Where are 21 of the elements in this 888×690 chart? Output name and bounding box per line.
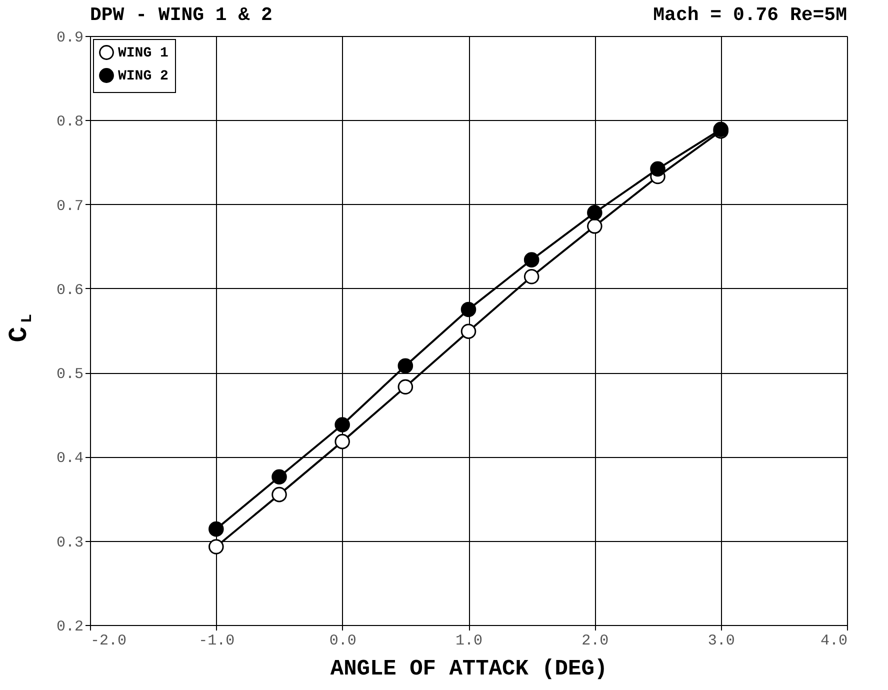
text: Mach = 0.76 Re=5M [653,4,847,26]
y-tick-label: 0.6 [56,282,84,299]
y-tick-label: 0.7 [56,198,84,215]
x-tick-label: 1.0 [455,632,483,650]
y-tick-label: 0.5 [56,366,84,384]
x-axis-title: ANGLE OF ATTACK (DEG) [330,656,608,682]
y-tick-label: 0.4 [56,450,84,468]
y-tick-label: 0.8 [56,114,84,131]
x-tick-label: 2.0 [582,632,609,650]
legend-label: WING 1 [118,46,168,62]
chart-title: DPW - WING 1 & 2 [90,4,272,26]
y-tick-label: 0.9 [56,30,84,46]
x-tick-label: 0.0 [329,632,356,650]
x-tick-label: -2.0 [90,632,127,650]
y-tick-label: 0.2 [56,618,84,636]
x-tick-label: -1.0 [198,632,235,650]
y-tick-label: 0.3 [56,534,84,552]
legend-label: WING 2 [118,68,168,84]
x-tick-label: 3.0 [708,632,735,650]
y-axis-title: CL [4,314,36,342]
x-tick-label: 4.0 [820,632,848,650]
